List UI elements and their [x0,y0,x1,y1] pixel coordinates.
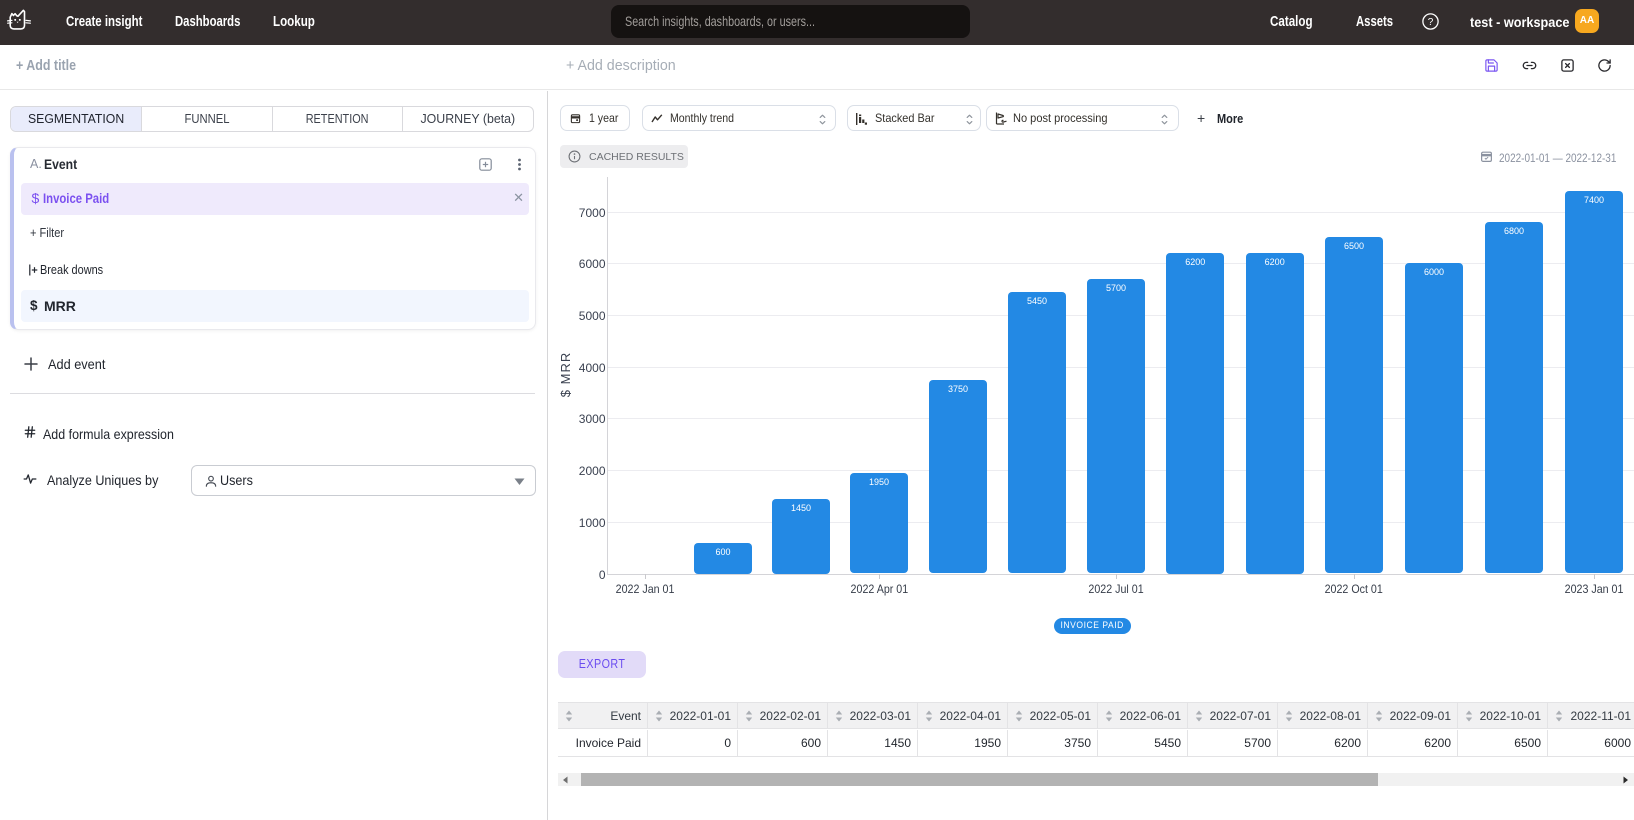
svg-text:?: ? [1428,17,1434,28]
